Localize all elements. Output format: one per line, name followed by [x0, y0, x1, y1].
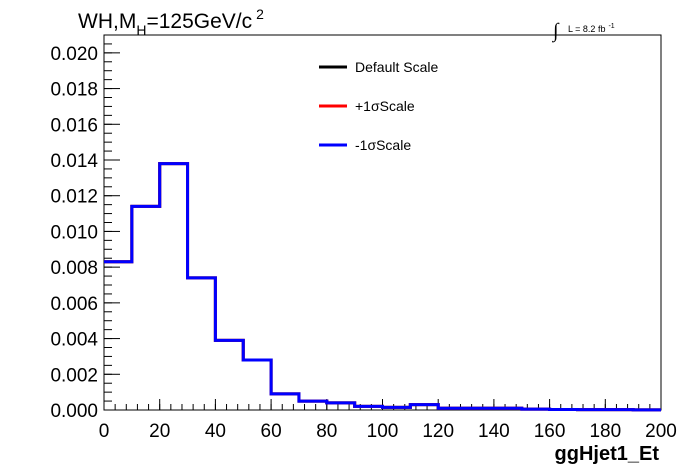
x-tick-label: 160	[534, 421, 566, 442]
y-tick-label: 0.004	[50, 330, 98, 351]
x-tick-label: 20	[149, 421, 170, 442]
x-tick-label: 200	[645, 421, 677, 442]
legend-label-3: -1σScale	[355, 137, 411, 153]
y-tick-label: 0.020	[50, 44, 98, 65]
legend-label-1: Default Scale	[355, 59, 438, 75]
y-tick-label: 0.016	[50, 115, 98, 136]
y-tick-label: 0.006	[50, 294, 98, 315]
x-tick-label: 180	[589, 421, 621, 442]
y-tick-label: 0.008	[50, 258, 98, 279]
x-tick-label: 40	[205, 421, 226, 442]
y-tick-label: 0.012	[50, 187, 98, 208]
chart-title-rest: =125GeV/c	[146, 10, 252, 33]
lumi-integral-symbol: ∫	[551, 20, 560, 43]
x-tick-label: 140	[478, 421, 510, 442]
y-tick-label: 0.000	[50, 401, 98, 422]
y-tick-label: 0.018	[50, 80, 98, 101]
x-tick-label: 100	[367, 421, 399, 442]
x-axis-label: ggHjet1_Et	[555, 443, 660, 465]
legend-label-2: +1σScale	[355, 98, 415, 114]
x-tick-label: 60	[261, 421, 282, 442]
series-line-3	[104, 162, 661, 412]
luminosity-superscript: -1	[608, 23, 614, 30]
y-tick-label: 0.014	[50, 151, 98, 172]
y-tick-label: 0.002	[50, 365, 98, 386]
x-tick-label: 0	[99, 421, 110, 442]
y-tick-label: 0.010	[50, 222, 98, 243]
chart-title-subscript: H	[136, 22, 146, 38]
x-tick-label: 120	[422, 421, 454, 442]
chart-title: WH,MH=125GeV/c 2	[78, 6, 264, 38]
chart-title-superscript: 2	[256, 6, 264, 22]
luminosity-label: L = 8.2 fb -1	[568, 23, 615, 34]
x-tick-label: 80	[316, 421, 337, 442]
